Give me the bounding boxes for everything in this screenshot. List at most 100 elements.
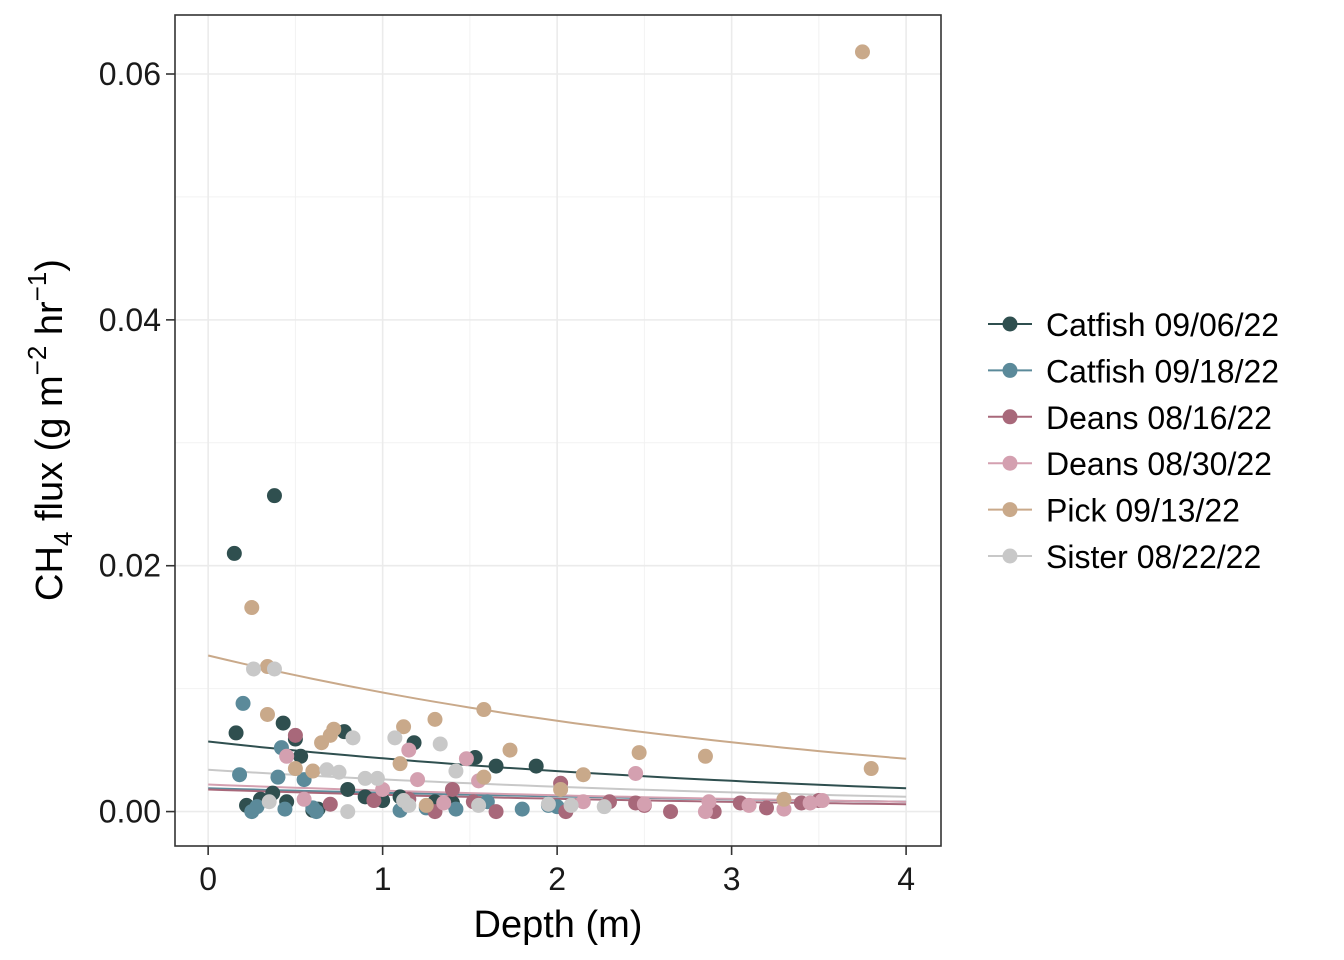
x-tick-label: 2 (548, 861, 566, 897)
data-point-series-0 (528, 758, 544, 774)
x-axis-ticks: 0 1 2 3 4 (199, 846, 915, 897)
data-point-series-4 (287, 761, 303, 777)
y-axis-title-superscript-2: −1 (22, 272, 52, 302)
data-point-series-3 (410, 772, 426, 788)
data-point-series-1 (232, 767, 248, 783)
data-point-series-2 (663, 804, 679, 820)
legend-item-4: Pick 09/13/22 (988, 493, 1240, 529)
legend-item-1: Catfish 09/18/22 (988, 353, 1279, 389)
y-tick-label: 0.04 (99, 302, 161, 338)
data-point-series-0 (266, 488, 282, 504)
data-point-series-4 (854, 44, 870, 60)
data-point-series-5 (432, 736, 448, 752)
data-point-series-5 (387, 730, 403, 746)
data-point-series-0 (275, 715, 291, 731)
grid-layer (175, 15, 941, 846)
data-point-series-5 (340, 804, 356, 820)
data-point-series-4 (575, 767, 591, 783)
data-point-series-3 (802, 795, 818, 811)
data-point-series-3 (401, 742, 417, 758)
data-point-series-2 (287, 727, 303, 743)
data-point-series-4 (863, 761, 879, 777)
y-tick-label: 0.06 (99, 56, 161, 92)
legend-label: Sister 08/22/22 (1046, 539, 1261, 575)
data-point-series-5 (563, 797, 579, 813)
data-point-series-2 (444, 781, 460, 797)
legend-key-point (1002, 316, 1018, 332)
x-tick-label: 0 (199, 861, 217, 897)
data-point-series-4 (259, 706, 275, 722)
data-point-series-4 (697, 748, 713, 764)
x-tick-label: 3 (723, 861, 741, 897)
legend-label: Catfish 09/18/22 (1046, 353, 1279, 389)
y-tick-label: 0.00 (99, 794, 161, 830)
data-point-series-1 (235, 695, 251, 711)
data-point-series-0 (488, 758, 504, 774)
data-point-series-0 (226, 545, 242, 561)
legend-key-point (1002, 502, 1018, 518)
data-point-series-4 (631, 745, 647, 761)
data-point-series-4 (502, 742, 518, 758)
legend-item-2: Deans 08/16/22 (988, 400, 1272, 436)
data-point-series-5 (448, 763, 464, 779)
data-point-series-5 (357, 770, 373, 786)
data-point-series-3 (636, 796, 652, 812)
y-axis-title-suffix: ) (29, 259, 71, 272)
legend-key-point (1002, 455, 1018, 471)
data-point-series-5 (319, 762, 335, 778)
data-point-series-3 (741, 797, 757, 813)
legend-item-0: Catfish 09/06/22 (988, 307, 1279, 343)
x-tick-label: 4 (897, 861, 915, 897)
data-point-series-5 (331, 764, 347, 780)
legend-label: Deans 08/30/22 (1046, 446, 1272, 482)
data-point-series-1 (448, 801, 464, 817)
y-axis-title-rest: flux (g m (29, 375, 71, 531)
data-point-series-5 (596, 799, 612, 815)
data-point-series-5 (540, 796, 556, 812)
data-point-series-3 (458, 751, 474, 767)
data-point-series-4 (476, 769, 492, 785)
data-point-series-3 (296, 791, 312, 807)
data-point-series-3 (628, 765, 644, 781)
data-point-series-4 (553, 781, 569, 797)
data-point-series-3 (575, 794, 591, 810)
data-point-series-2 (759, 800, 775, 816)
data-point-series-4 (776, 791, 792, 807)
data-point-series-4 (305, 763, 321, 779)
data-point-series-5 (261, 794, 277, 810)
data-point-series-5 (246, 661, 262, 677)
y-axis-title-prefix: CH (29, 546, 71, 601)
data-point-series-4 (326, 721, 342, 737)
data-point-series-1 (308, 804, 324, 820)
data-point-series-5 (266, 661, 282, 677)
point-layer (226, 44, 879, 820)
y-axis-title-superscript-1: −2 (22, 346, 52, 376)
data-point-series-1 (514, 801, 530, 817)
legend-key-point (1002, 548, 1018, 564)
data-point-series-5 (369, 770, 385, 786)
data-point-series-1 (249, 799, 265, 815)
legend-item-3: Deans 08/30/22 (988, 446, 1272, 482)
y-axis-title-mid: hr (29, 301, 71, 346)
x-axis-title: Depth (m) (474, 904, 643, 946)
data-point-series-1 (277, 801, 293, 817)
data-point-series-2 (322, 796, 338, 812)
data-point-series-4 (476, 702, 492, 718)
trend-line-0 (208, 740, 907, 790)
y-axis-title: CH4 flux (g m−2 hr−1) (22, 259, 78, 601)
data-point-series-5 (471, 797, 487, 813)
y-axis-title-subscript: 4 (48, 532, 78, 546)
y-tick-label: 0.02 (99, 548, 161, 584)
legend-item-5: Sister 08/22/22 (988, 539, 1261, 575)
data-point-series-3 (701, 794, 717, 810)
data-point-series-3 (279, 748, 295, 764)
legend-key-point (1002, 362, 1018, 378)
data-point-series-4 (244, 600, 260, 616)
data-point-series-5 (345, 730, 361, 746)
data-point-series-4 (396, 719, 412, 735)
data-point-series-2 (366, 793, 382, 809)
data-point-series-4 (418, 797, 434, 813)
legend-label: Deans 08/16/22 (1046, 400, 1272, 436)
data-point-series-0 (340, 781, 356, 797)
